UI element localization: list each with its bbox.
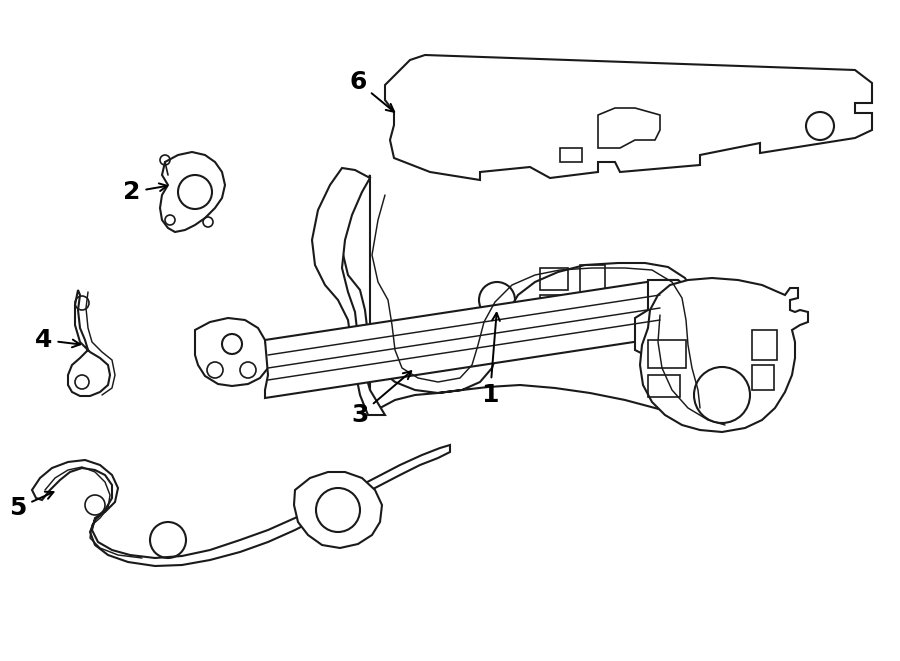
Text: 4: 4: [35, 328, 80, 352]
Bar: [540, 268, 568, 290]
Polygon shape: [294, 472, 382, 548]
Bar: [540, 295, 562, 315]
Bar: [582, 298, 602, 320]
Polygon shape: [342, 175, 718, 420]
Text: 3: 3: [351, 371, 411, 427]
Polygon shape: [195, 318, 268, 386]
Bar: [752, 330, 777, 360]
Polygon shape: [68, 290, 110, 396]
Bar: [560, 148, 582, 162]
Polygon shape: [32, 445, 450, 566]
Bar: [752, 365, 774, 390]
Polygon shape: [160, 152, 225, 232]
Polygon shape: [265, 280, 690, 398]
Polygon shape: [598, 108, 660, 148]
Bar: [648, 340, 686, 368]
Bar: [648, 375, 680, 397]
Polygon shape: [635, 280, 690, 355]
Text: 2: 2: [123, 180, 167, 204]
Bar: [580, 265, 605, 293]
Text: 1: 1: [482, 313, 500, 407]
Text: 5: 5: [9, 492, 53, 520]
Text: 6: 6: [349, 70, 394, 112]
Polygon shape: [385, 55, 872, 180]
Polygon shape: [312, 168, 385, 415]
Polygon shape: [640, 278, 808, 432]
